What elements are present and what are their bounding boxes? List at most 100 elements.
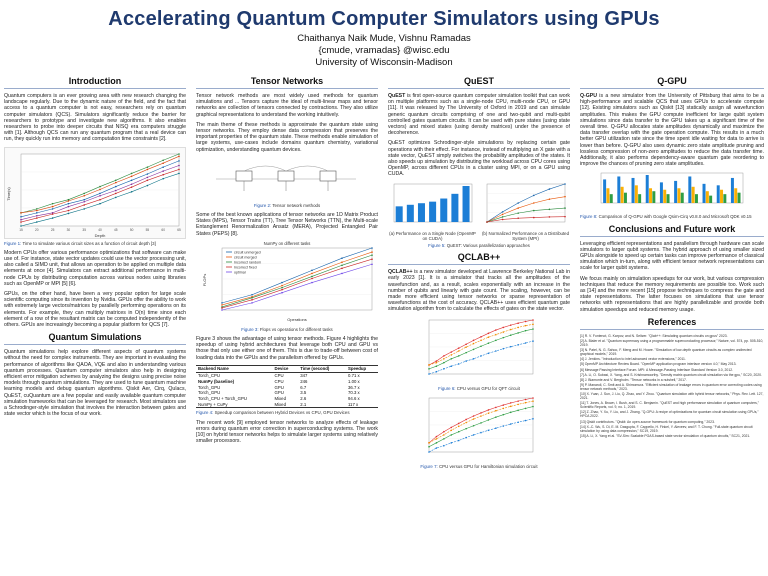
data-point: [517, 206, 519, 209]
data-point: [509, 423, 512, 425]
bar: [609, 194, 613, 204]
data-point: [457, 430, 460, 433]
data-point: [341, 261, 343, 263]
data-point: [450, 357, 453, 360]
table-cell: 94.6 x: [347, 396, 360, 402]
reference-item: [6] Message Passing Interface Forum. MPI…: [580, 367, 734, 372]
data-point: [443, 361, 445, 364]
bar: [462, 185, 470, 222]
figure-3: NumPy on different tasks Operations FLOPs…: [196, 240, 378, 325]
data-point: [443, 430, 445, 433]
bar: [730, 178, 734, 204]
table-cell: GPU: [274, 390, 284, 396]
data-point: [130, 172, 133, 174]
reference-item: [2] A. Bialer et al. "Quantum supremacy …: [580, 338, 764, 348]
data-point: [83, 198, 85, 201]
data-point: [480, 415, 482, 417]
data-point: [465, 343, 467, 345]
bar: [638, 194, 642, 204]
reference-item: [14] X.-C. Wu, S. Di, E. M. Dasgupta, F.…: [580, 424, 753, 433]
data-point: [517, 400, 519, 402]
data-point: [457, 439, 460, 442]
data-point: [487, 342, 490, 344]
qsim-paragraph-1: Quantum simulations help explore differe…: [4, 349, 186, 418]
data-point: [99, 192, 101, 194]
data-point: [115, 196, 117, 198]
data-point: [502, 347, 505, 350]
figure-7-caption: Figure 7: CPU versus GPU for Hamiltonian…: [388, 464, 570, 469]
data-point: [428, 367, 430, 370]
bar: [705, 191, 709, 204]
data-point: [146, 172, 149, 175]
column-1: Introduction Quantum computers is an eve…: [4, 72, 186, 422]
section-title-qclab: QCLAB++: [388, 252, 570, 266]
table-header-row: Backend Name Device Time (second) Speedu…: [196, 365, 378, 373]
data-point: [524, 341, 527, 344]
data-point: [517, 331, 519, 334]
data-point: [532, 323, 534, 325]
data-point: [435, 361, 438, 364]
data-point: [341, 264, 343, 266]
fig8-chart: [600, 173, 744, 204]
table-cell: 347: [300, 373, 308, 379]
data-point: [115, 192, 117, 194]
data-point: [130, 179, 133, 181]
data-point: [83, 194, 85, 197]
authors: Chaithanya Naik Mude, Vishnu Ramadas: [297, 33, 471, 44]
data-point: [115, 185, 117, 187]
data-point: [435, 441, 438, 444]
series-line: [486, 183, 566, 222]
x-tick-label: 20: [35, 228, 39, 232]
quest-bold: QuEST: [388, 93, 406, 99]
data-point: [51, 211, 54, 214]
bar: [716, 185, 720, 204]
data-point: [457, 354, 460, 357]
data-point: [501, 210, 504, 213]
data-point: [443, 354, 445, 357]
bar: [429, 201, 437, 222]
data-point: [99, 185, 101, 187]
legend-entry: Incorrect fixed: [234, 265, 257, 269]
data-point: [517, 322, 519, 324]
data-point: [532, 417, 534, 420]
column-2: Tensor Networks Tensor network methods a…: [196, 72, 378, 448]
data-point: [20, 211, 22, 214]
column-3: QuEST QuEST is first open-source quantum…: [388, 72, 570, 473]
data-point: [115, 181, 117, 184]
data-point: [178, 152, 180, 155]
data-point: [67, 198, 70, 201]
figure-2-caption: Figure 2: Tensor network methods: [196, 203, 378, 208]
data-point: [251, 298, 253, 301]
data-point: [371, 258, 373, 260]
x-tick-label: 30: [67, 228, 71, 232]
data-point: [178, 155, 180, 157]
data-point: [221, 301, 223, 304]
series-line: [221, 254, 373, 308]
fig6-chart: [428, 318, 534, 375]
data-point: [465, 421, 467, 424]
reference-item: [15] A. Li, X. Yang et al. "SV-Sim: Scal…: [580, 433, 751, 438]
data-point: [532, 327, 534, 330]
reference-item: [10] X. Yuan, J. Sun, J. Liu, Q. Zhao, a…: [580, 392, 764, 401]
data-point: [51, 216, 54, 219]
data-point: [548, 215, 551, 218]
data-point: [178, 172, 180, 174]
data-point: [564, 182, 566, 185]
data-point: [51, 207, 54, 210]
data-point: [221, 309, 223, 311]
caption-text: CPU versus GPU for Hamiltonian simulatio…: [438, 463, 538, 469]
data-point: [428, 445, 430, 448]
data-point: [487, 412, 490, 414]
data-point: [524, 329, 527, 332]
table-row: NumPy (baseline) CPU 246 1.00 x: [196, 378, 378, 384]
caption-text: CPU versus GPU for QFT circuit: [456, 385, 520, 391]
quest-paragraph-1: QuEST is first open-source quantum compu…: [388, 93, 570, 136]
data-point: [371, 263, 373, 265]
data-point: [443, 437, 445, 440]
table-cell: 2.6: [300, 396, 307, 402]
data-point: [472, 415, 475, 417]
tensor-paragraph-2: The main theme of these methods is appro…: [196, 121, 378, 153]
bar: [688, 176, 692, 204]
reference-item: [3] N. Patel, N. G. Sahoo, F. Meng and M…: [580, 348, 752, 357]
data-point: [450, 350, 453, 353]
